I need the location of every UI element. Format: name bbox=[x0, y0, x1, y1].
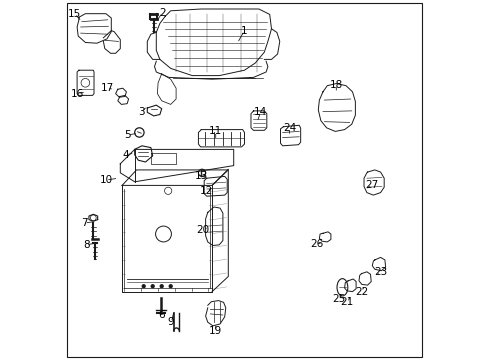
Text: 5: 5 bbox=[124, 130, 131, 140]
Text: 1: 1 bbox=[241, 26, 247, 36]
Text: 2: 2 bbox=[159, 8, 165, 18]
Text: 10: 10 bbox=[99, 175, 112, 185]
Text: 23: 23 bbox=[373, 267, 386, 277]
Text: 24: 24 bbox=[282, 123, 296, 133]
Circle shape bbox=[142, 285, 145, 288]
Text: 16: 16 bbox=[70, 89, 83, 99]
Text: 6: 6 bbox=[158, 310, 164, 320]
Text: 7: 7 bbox=[81, 218, 87, 228]
Text: 8: 8 bbox=[82, 240, 89, 250]
Circle shape bbox=[160, 285, 163, 288]
Text: 13: 13 bbox=[194, 171, 207, 181]
Text: 3: 3 bbox=[138, 107, 145, 117]
Text: 4: 4 bbox=[122, 150, 129, 160]
Text: 9: 9 bbox=[167, 317, 174, 327]
Text: 17: 17 bbox=[100, 83, 113, 93]
Text: 20: 20 bbox=[196, 225, 209, 235]
Circle shape bbox=[169, 285, 172, 288]
Text: 14: 14 bbox=[254, 107, 267, 117]
Text: 15: 15 bbox=[68, 9, 81, 19]
Text: 22: 22 bbox=[354, 287, 367, 297]
Text: 19: 19 bbox=[209, 326, 222, 336]
Circle shape bbox=[151, 285, 154, 288]
Text: 18: 18 bbox=[329, 80, 342, 90]
Text: 21: 21 bbox=[340, 297, 353, 307]
Text: 25: 25 bbox=[331, 294, 345, 304]
Text: 27: 27 bbox=[365, 180, 378, 190]
Text: 26: 26 bbox=[309, 239, 323, 249]
Text: 11: 11 bbox=[209, 126, 222, 136]
Text: 12: 12 bbox=[200, 186, 213, 196]
